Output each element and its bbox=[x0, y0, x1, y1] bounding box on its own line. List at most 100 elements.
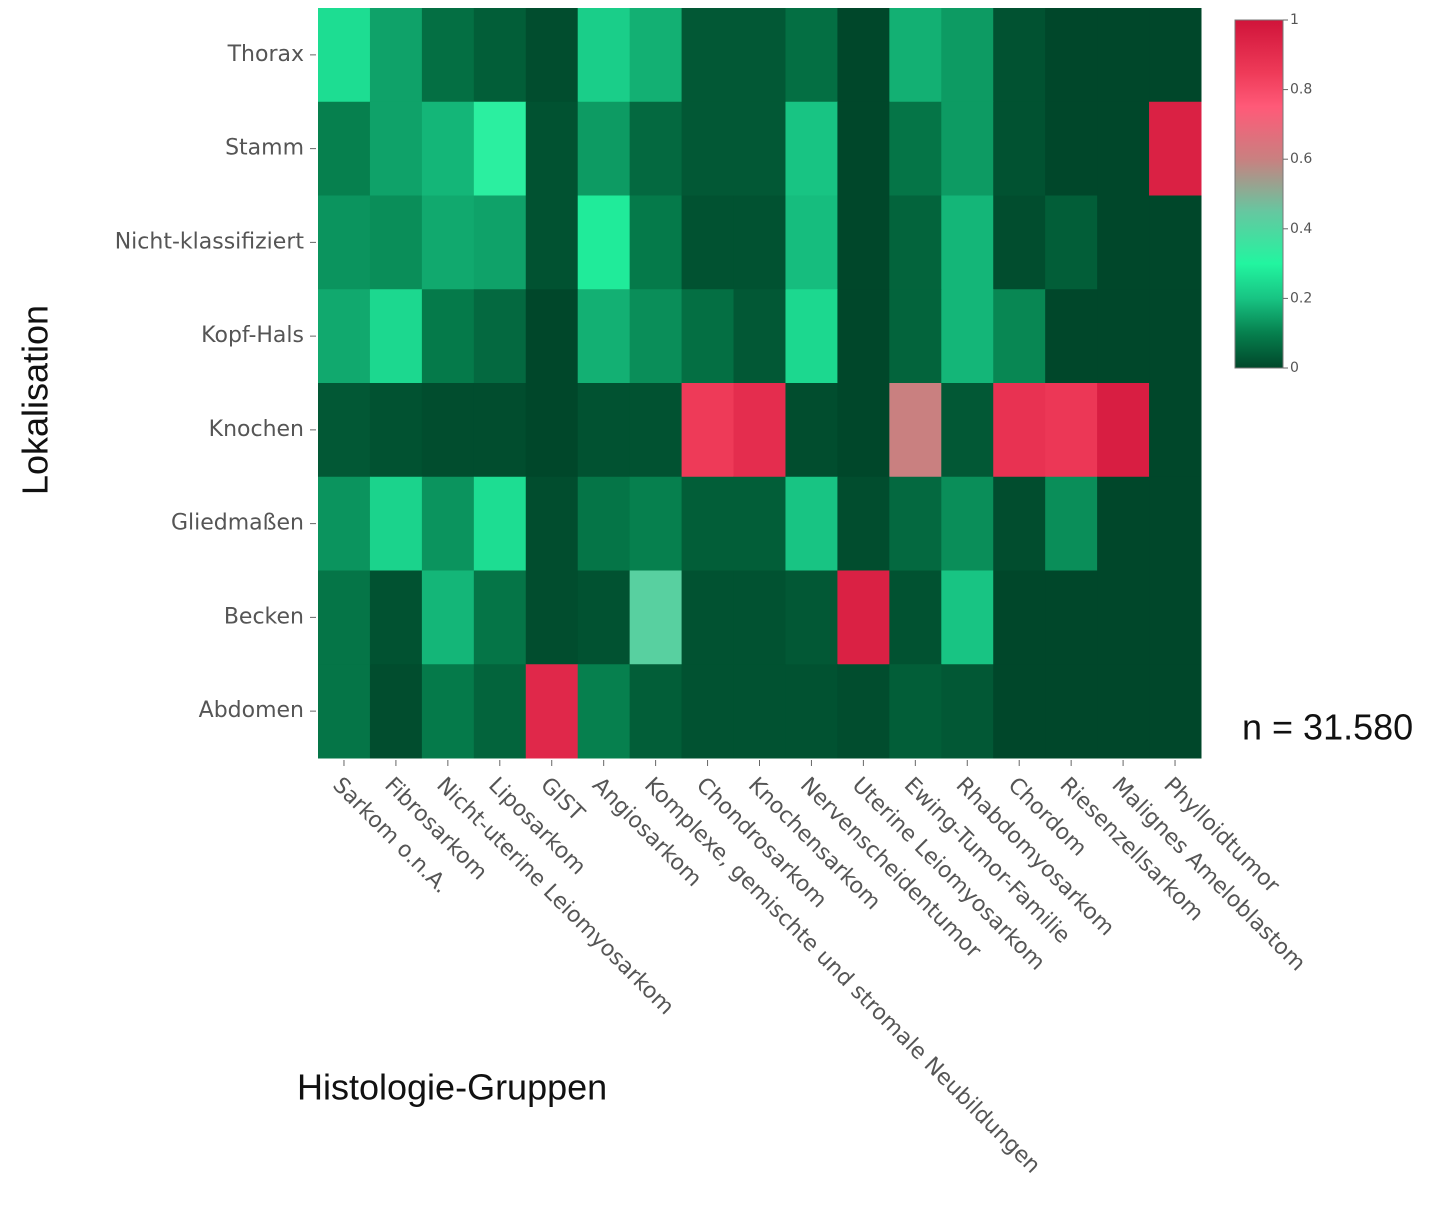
heatmap-cell bbox=[629, 195, 683, 290]
heatmap-cell bbox=[733, 8, 786, 103]
heatmap-cell bbox=[941, 570, 994, 665]
heatmap-cell bbox=[733, 570, 786, 665]
heatmap-cell bbox=[785, 101, 838, 196]
heatmap-cell bbox=[629, 8, 683, 103]
heatmap-cell bbox=[889, 383, 942, 478]
heatmap-cell bbox=[369, 476, 423, 571]
heatmap-cell bbox=[525, 289, 579, 384]
heatmap-cell bbox=[1097, 289, 1150, 384]
heatmap-cell bbox=[889, 476, 942, 571]
heatmap-cell bbox=[733, 383, 786, 478]
heatmap-cell bbox=[941, 8, 994, 103]
heatmap-cell bbox=[1149, 289, 1202, 384]
heatmap-cell bbox=[318, 195, 371, 290]
annotation: n = 31.580 bbox=[1242, 707, 1413, 748]
heatmap-cell bbox=[577, 101, 631, 196]
heatmap-cell bbox=[629, 383, 683, 478]
heatmap-cell bbox=[993, 664, 1046, 759]
heatmap-cell bbox=[1097, 570, 1150, 665]
heatmap-cell bbox=[889, 570, 942, 665]
heatmap-cell bbox=[785, 8, 838, 103]
heatmap-cell bbox=[889, 101, 942, 196]
heatmap-cell bbox=[1097, 101, 1150, 196]
heatmap-cell bbox=[577, 383, 631, 478]
heatmap-cell bbox=[993, 195, 1046, 290]
heatmap-cell bbox=[1045, 664, 1098, 759]
heatmap-cell bbox=[369, 383, 423, 478]
heatmap-cell bbox=[577, 195, 631, 290]
heatmap-cell bbox=[993, 8, 1046, 103]
heatmap-cell bbox=[1149, 8, 1202, 103]
heatmap-cell bbox=[941, 195, 994, 290]
heatmap-cell bbox=[421, 570, 475, 665]
heatmap-cell bbox=[525, 383, 579, 478]
heatmap-cell bbox=[1149, 476, 1202, 571]
heatmap-cell bbox=[785, 476, 838, 571]
heatmap-cell bbox=[421, 289, 475, 384]
heatmap-cell bbox=[525, 195, 579, 290]
heatmap-cell bbox=[681, 476, 735, 571]
heatmap-cell bbox=[1149, 664, 1202, 759]
heatmap-cell bbox=[318, 101, 371, 196]
heatmap-cell bbox=[681, 664, 735, 759]
heatmap-cell bbox=[473, 476, 527, 571]
heatmap-cell bbox=[369, 195, 423, 290]
heatmap-cell bbox=[577, 664, 631, 759]
heatmap-cell bbox=[577, 476, 631, 571]
y-tick-label: Thorax bbox=[227, 42, 304, 67]
colorbar-tick-label: 0.8 bbox=[1290, 82, 1312, 98]
x-tick-label: Malignes Ameloblastom bbox=[1107, 773, 1310, 976]
heatmap-cell bbox=[837, 8, 890, 103]
heatmap-cell bbox=[941, 476, 994, 571]
heatmap-cell bbox=[629, 101, 683, 196]
heatmap-cell bbox=[1149, 570, 1202, 665]
heatmap-cell bbox=[941, 289, 994, 384]
heatmap-cell bbox=[733, 289, 786, 384]
heatmap-cell bbox=[473, 664, 527, 759]
heatmap-cell bbox=[369, 289, 423, 384]
heatmap-cell bbox=[1045, 101, 1098, 196]
heatmap-cell bbox=[837, 195, 890, 290]
y-axis-label: Lokalisation bbox=[15, 305, 56, 495]
heatmap-cell bbox=[1097, 8, 1150, 103]
y-tick-label: Nicht-klassifiziert bbox=[115, 229, 305, 254]
y-tick-label: Kopf-Hals bbox=[201, 323, 304, 348]
heatmap-cell bbox=[1149, 383, 1202, 478]
heatmap-cell bbox=[525, 476, 579, 571]
colorbar-tick-label: 0.6 bbox=[1290, 151, 1312, 167]
heatmap-cell bbox=[785, 195, 838, 290]
heatmap-cell bbox=[318, 8, 371, 103]
heatmap-cell bbox=[369, 8, 423, 103]
heatmap-cell bbox=[577, 289, 631, 384]
heatmap-cell bbox=[1149, 101, 1202, 196]
heatmap-cell bbox=[1045, 8, 1098, 103]
heatmap-cell bbox=[318, 476, 371, 571]
heatmap-cell bbox=[421, 476, 475, 571]
heatmap-cell bbox=[318, 664, 371, 759]
heatmap-cell bbox=[525, 570, 579, 665]
heatmap-cell bbox=[369, 570, 423, 665]
heatmap-cell bbox=[993, 476, 1046, 571]
heatmap-cell bbox=[473, 570, 527, 665]
heatmap-cell bbox=[837, 101, 890, 196]
heatmap-cell bbox=[993, 101, 1046, 196]
heatmap-cell bbox=[473, 8, 527, 103]
heatmap-cell bbox=[1045, 289, 1098, 384]
colorbar-tick-label: 1 bbox=[1290, 12, 1299, 28]
heatmap-cell bbox=[421, 383, 475, 478]
heatmap-cell bbox=[785, 289, 838, 384]
heatmap-cell bbox=[941, 101, 994, 196]
heatmap-cell bbox=[473, 101, 527, 196]
y-tick-label: Becken bbox=[224, 604, 304, 629]
heatmap-cell bbox=[473, 195, 527, 290]
heatmap-cell bbox=[577, 8, 631, 103]
heatmap-cell bbox=[733, 101, 786, 196]
heatmap-cell bbox=[837, 289, 890, 384]
heatmap-cell bbox=[889, 195, 942, 290]
heatmap-cell bbox=[733, 664, 786, 759]
heatmap-cell bbox=[785, 664, 838, 759]
y-tick-label: Stamm bbox=[225, 136, 304, 161]
heatmap-cell bbox=[629, 476, 683, 571]
heatmap-cell bbox=[525, 101, 579, 196]
